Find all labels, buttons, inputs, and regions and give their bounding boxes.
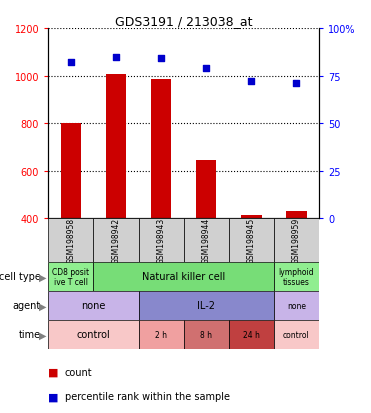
Text: percentile rank within the sample: percentile rank within the sample bbox=[65, 392, 230, 401]
Bar bbox=[274, 219, 319, 262]
Text: 24 h: 24 h bbox=[243, 330, 260, 339]
Text: cell type: cell type bbox=[0, 272, 41, 282]
Point bbox=[68, 60, 74, 66]
Text: ▶: ▶ bbox=[39, 301, 46, 311]
Bar bbox=[48, 262, 93, 291]
Text: GSM198959: GSM198959 bbox=[292, 218, 301, 263]
Text: GSM198945: GSM198945 bbox=[247, 218, 256, 263]
Bar bbox=[274, 320, 319, 349]
Text: time: time bbox=[19, 330, 41, 339]
Bar bbox=[229, 320, 274, 349]
Bar bbox=[286, 212, 307, 219]
Bar bbox=[48, 291, 138, 320]
Text: CD8 posit
ive T cell: CD8 posit ive T cell bbox=[52, 267, 89, 286]
Bar bbox=[184, 320, 229, 349]
Text: lymphoid
tissues: lymphoid tissues bbox=[279, 267, 314, 286]
Title: GDS3191 / 213038_at: GDS3191 / 213038_at bbox=[115, 15, 252, 28]
Bar bbox=[48, 219, 93, 262]
Text: GSM198958: GSM198958 bbox=[66, 218, 75, 263]
Bar bbox=[184, 219, 229, 262]
Bar bbox=[274, 262, 319, 291]
Text: 2 h: 2 h bbox=[155, 330, 167, 339]
Text: GSM198944: GSM198944 bbox=[202, 218, 211, 263]
Point bbox=[293, 81, 299, 87]
Point bbox=[113, 54, 119, 61]
Bar bbox=[106, 75, 126, 219]
Text: 8 h: 8 h bbox=[200, 330, 212, 339]
Text: none: none bbox=[81, 301, 106, 311]
Bar bbox=[229, 219, 274, 262]
Text: none: none bbox=[287, 301, 306, 310]
Text: GSM198942: GSM198942 bbox=[111, 218, 121, 263]
Bar bbox=[48, 320, 138, 349]
Text: Natural killer cell: Natural killer cell bbox=[142, 272, 225, 282]
Text: GSM198943: GSM198943 bbox=[157, 218, 165, 263]
Point bbox=[158, 56, 164, 63]
Text: agent: agent bbox=[13, 301, 41, 311]
Text: control: control bbox=[76, 330, 110, 339]
Bar bbox=[138, 291, 274, 320]
Text: ■: ■ bbox=[48, 367, 59, 377]
Text: ▶: ▶ bbox=[39, 272, 46, 282]
Text: count: count bbox=[65, 367, 92, 377]
Text: IL-2: IL-2 bbox=[197, 301, 215, 311]
Bar bbox=[60, 124, 81, 219]
Point bbox=[203, 66, 209, 72]
Bar bbox=[274, 291, 319, 320]
Bar bbox=[93, 262, 274, 291]
Text: control: control bbox=[283, 330, 310, 339]
Bar bbox=[138, 320, 184, 349]
Point bbox=[249, 79, 255, 85]
Bar bbox=[151, 80, 171, 219]
Bar bbox=[196, 161, 216, 219]
Text: ■: ■ bbox=[48, 392, 59, 401]
Bar bbox=[241, 215, 262, 219]
Bar bbox=[138, 219, 184, 262]
Text: ▶: ▶ bbox=[39, 330, 46, 339]
Bar bbox=[93, 219, 138, 262]
